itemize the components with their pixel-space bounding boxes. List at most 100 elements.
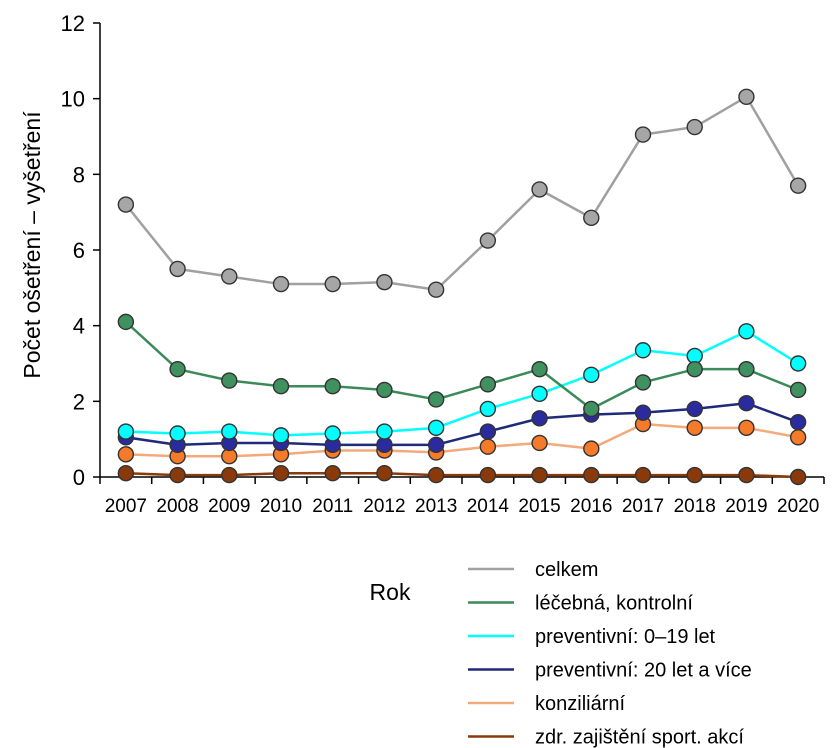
- legend-item-1: léčebná, kontrolní: [468, 593, 693, 615]
- data-point: [479, 466, 497, 484]
- data-point: [117, 313, 135, 331]
- data-point: [789, 355, 807, 372]
- x-tick-label: 2008: [156, 496, 198, 517]
- data-point: [634, 342, 652, 359]
- data-point: [427, 419, 445, 437]
- data-point: [531, 385, 548, 402]
- x-tick-label: 2020: [777, 496, 819, 517]
- data-point: [738, 360, 755, 378]
- y-axis-title: Počet ošetření – vyšetření: [19, 111, 45, 379]
- data-point: [686, 360, 703, 378]
- series-line: [125, 401, 799, 447]
- data-point: [738, 88, 755, 105]
- data-point: [479, 438, 497, 455]
- x-tick-label: 2012: [363, 496, 405, 517]
- data-point: [686, 419, 703, 437]
- data-point: [479, 376, 497, 393]
- axes: 0 2 4 6 8 10 12 2007 2008 2009 2010 2011 2012 2013 201…: [61, 11, 825, 517]
- series-0: [117, 88, 807, 298]
- legend-label: léčebná, kontrolní: [535, 593, 693, 615]
- y-tick-label: 0: [73, 465, 85, 490]
- data-point: [479, 423, 497, 440]
- x-tick-label: 2011: [312, 496, 353, 517]
- legend-item-5: zdr. zajištění sport. akcía výcvik. tábo…: [468, 727, 744, 748]
- data-point: [531, 181, 548, 198]
- data-point: [789, 468, 807, 486]
- data-point: [583, 209, 600, 227]
- data-point: [169, 466, 186, 484]
- series-line: [124, 95, 800, 291]
- legend-label: preventivní: 20 let a více: [535, 660, 752, 682]
- data-point: [427, 466, 445, 484]
- data-point: [272, 465, 290, 482]
- legend-label: zdr. zajištění sport. akcí: [535, 727, 744, 748]
- y-tick-label: 2: [73, 389, 85, 414]
- data-point: [221, 423, 238, 440]
- data-point: [686, 400, 703, 418]
- data-point: [531, 360, 548, 378]
- data-point: [427, 281, 445, 298]
- legend: celkem léčebná, kontrolní preventivní: 0–1…: [468, 559, 752, 748]
- series-line: [125, 330, 799, 437]
- data-point: [117, 196, 135, 213]
- data-point: [324, 425, 341, 442]
- legend-item-4: konziliární: [468, 693, 625, 715]
- y-tick-label: 8: [73, 162, 85, 187]
- data-point: [738, 466, 755, 484]
- legend-item-3: preventivní: 20 let a více: [468, 660, 752, 682]
- series-layer: [117, 88, 807, 486]
- y-tick-label: 4: [73, 314, 85, 339]
- data-point: [531, 410, 548, 427]
- legend-label: konziliární: [535, 693, 625, 715]
- data-point: [324, 465, 341, 482]
- x-tick-label: 2018: [674, 496, 716, 517]
- series-3: [117, 395, 807, 454]
- y-tick-label: 6: [73, 238, 85, 263]
- data-point: [272, 378, 290, 395]
- data-point: [221, 372, 238, 389]
- x-tick-label: 2017: [622, 496, 664, 517]
- data-point: [583, 440, 600, 457]
- series-line: [125, 320, 799, 411]
- series-line: [125, 471, 799, 479]
- x-tick-label: 2014: [467, 496, 510, 517]
- data-point: [479, 400, 497, 418]
- legend-label: celkem: [535, 559, 598, 581]
- x-tick-label: 2010: [260, 496, 302, 517]
- data-point: [789, 413, 807, 431]
- x-tick-label: 2019: [725, 496, 767, 517]
- series-2: [117, 323, 807, 444]
- data-point: [789, 381, 807, 399]
- data-point: [583, 366, 600, 384]
- x-tick-label: 2009: [208, 496, 250, 517]
- data-point: [169, 425, 186, 442]
- data-point: [117, 465, 135, 482]
- y-tick-label: 10: [61, 87, 85, 112]
- data-point: [686, 466, 703, 484]
- data-point: [634, 126, 652, 143]
- data-point: [531, 434, 548, 452]
- data-point: [738, 395, 755, 412]
- x-axis-title: Rok: [370, 579, 411, 605]
- series-5: [117, 465, 807, 486]
- data-point: [376, 423, 393, 440]
- series-4: [117, 415, 807, 465]
- data-point: [686, 118, 703, 136]
- data-point: [634, 466, 652, 484]
- x-tick-label: 2016: [570, 496, 612, 517]
- data-point: [169, 260, 186, 278]
- data-point: [221, 466, 238, 484]
- data-point: [272, 275, 290, 293]
- data-point: [117, 446, 135, 463]
- x-tick-label: 2007: [105, 496, 147, 517]
- series-1: [117, 313, 807, 418]
- data-point: [738, 323, 755, 340]
- data-point: [738, 419, 755, 437]
- data-point: [272, 427, 290, 444]
- data-point: [789, 429, 807, 446]
- data-point: [169, 360, 186, 378]
- legend-label: preventivní: 0–19 let: [535, 626, 716, 648]
- legend-item-0: celkem: [468, 559, 598, 581]
- data-point: [789, 177, 807, 194]
- y-tick-label: 12: [61, 11, 85, 36]
